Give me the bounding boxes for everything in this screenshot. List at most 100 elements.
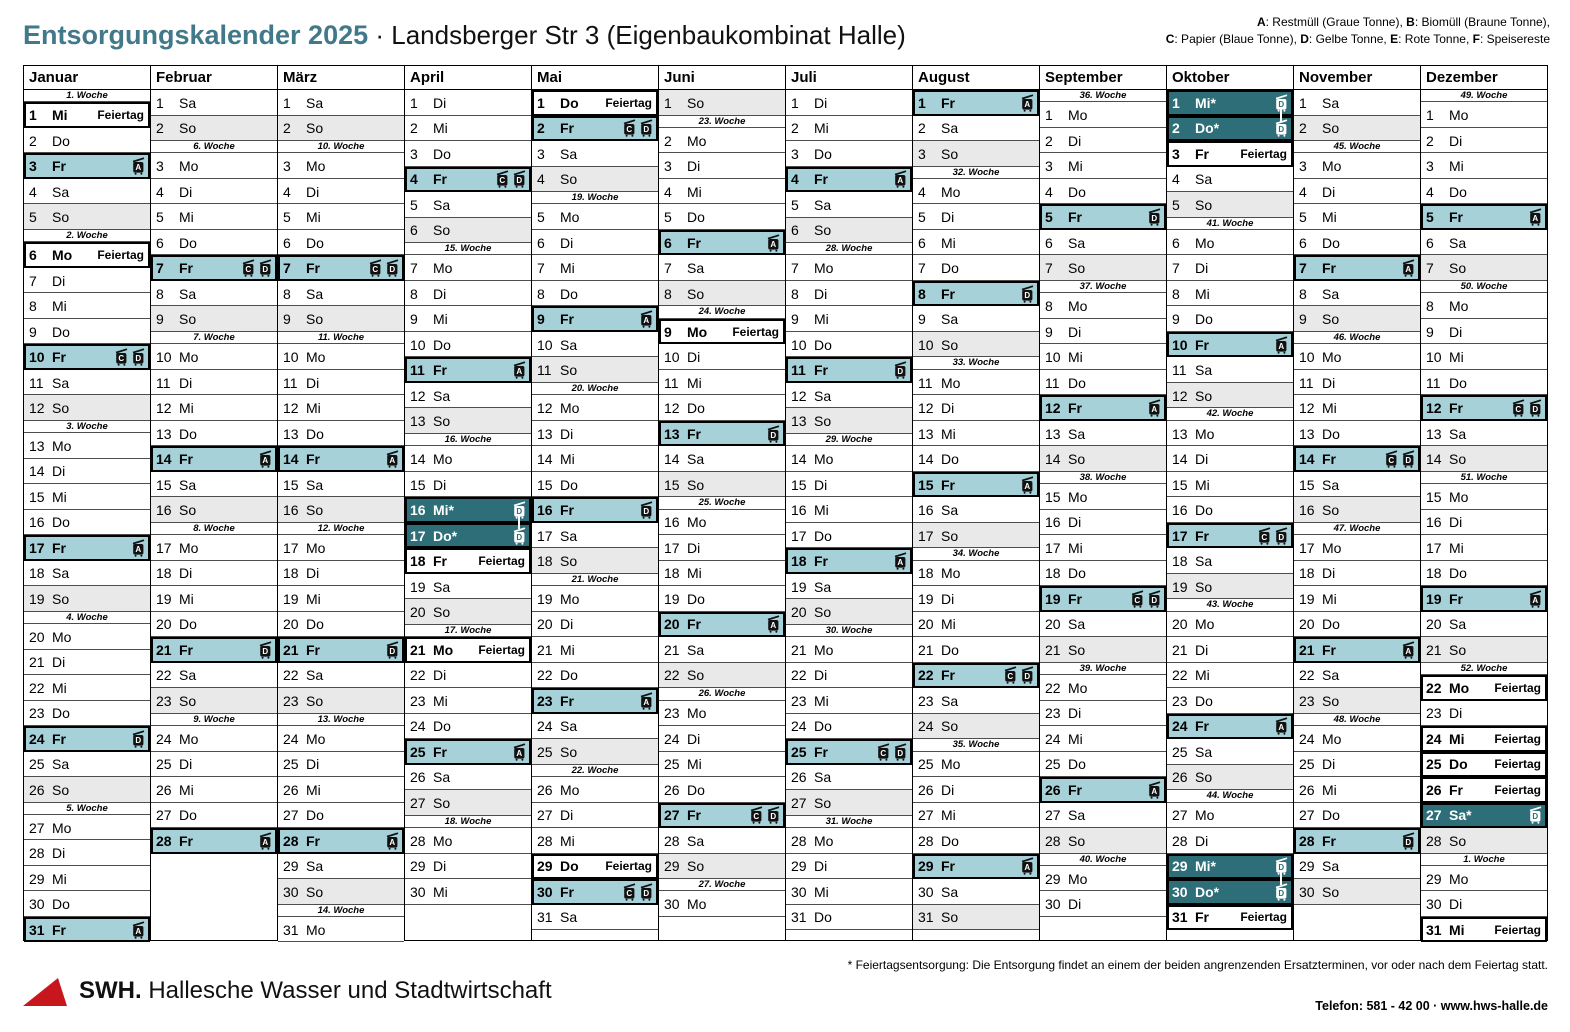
day-row: 20 Mo bbox=[24, 624, 150, 650]
weekday-label: Sa bbox=[687, 641, 705, 658]
weekday-label: Do* bbox=[1195, 120, 1220, 137]
collection-day-row: 15 Fr A bbox=[913, 471, 1039, 498]
day-number: 8 bbox=[410, 285, 418, 302]
day-number: 19 bbox=[156, 590, 172, 607]
weekday-label: So bbox=[52, 590, 70, 607]
waste-bin-icon-D: D bbox=[640, 501, 653, 519]
day-row: 22 Sa bbox=[151, 662, 277, 689]
weekday-label: Sa bbox=[1195, 743, 1213, 760]
day-number: 27 bbox=[791, 794, 807, 811]
weekday-label: Mi bbox=[687, 183, 702, 200]
day-number: 14 bbox=[1045, 451, 1061, 468]
day-number: 11 bbox=[410, 362, 425, 379]
weekday-label: Di bbox=[179, 565, 193, 582]
day-number: 21 bbox=[1172, 641, 1188, 658]
day-number: 10 bbox=[29, 349, 45, 366]
day-row: 7 Di bbox=[24, 267, 150, 294]
weekday-label: Mi bbox=[306, 209, 321, 226]
weekday-label: Do bbox=[687, 781, 705, 798]
collection-day-row: 30 Do* D bbox=[1167, 872, 1293, 905]
weekday-label: Mo bbox=[1195, 425, 1215, 442]
day-number: 16 bbox=[410, 502, 426, 519]
day-number: 15 bbox=[664, 476, 680, 493]
day-row: 19 Sa bbox=[405, 573, 531, 600]
collection-day-row: 8 Fr D bbox=[913, 280, 1039, 307]
weekday-label: Sa bbox=[687, 832, 705, 849]
day-row: 20 Sa bbox=[1421, 611, 1547, 638]
day-row: 16 Di bbox=[1040, 509, 1166, 536]
svg-text:D: D bbox=[1532, 812, 1538, 821]
day-row: 16 Mi bbox=[786, 497, 912, 523]
day-number: 18 bbox=[1426, 565, 1442, 582]
collection-day-row: 14 Fr A bbox=[278, 446, 404, 472]
waste-bin-icon-D: D bbox=[640, 883, 653, 901]
day-number: 11 bbox=[1426, 374, 1441, 391]
weekday-label: So bbox=[52, 400, 70, 417]
day-number: 12 bbox=[156, 400, 172, 417]
day-number: 13 bbox=[156, 425, 172, 442]
day-number: 1 bbox=[918, 94, 926, 111]
day-number: 10 bbox=[283, 349, 299, 366]
day-number: 26 bbox=[664, 781, 680, 798]
waste-bin-icon-D: D bbox=[1275, 94, 1288, 112]
legend: A: Restmüll (Graue Tonne), B: Biomüll (B… bbox=[1166, 14, 1550, 49]
day-number: 21 bbox=[156, 641, 172, 658]
day-number: 25 bbox=[791, 743, 807, 760]
day-number: 17 bbox=[1299, 539, 1315, 556]
svg-text:D: D bbox=[1405, 456, 1411, 465]
weekday-label: Do bbox=[687, 590, 705, 607]
weekday-label: Do bbox=[1449, 183, 1467, 200]
weekday-label: Do bbox=[1449, 756, 1468, 773]
day-row: 8 Di bbox=[405, 280, 531, 307]
weekday-label: Mo bbox=[560, 400, 580, 417]
weekday-label: So bbox=[1322, 692, 1340, 709]
day-row: 26 Sa bbox=[405, 764, 531, 791]
weekday-label: Sa bbox=[814, 578, 832, 595]
day-number: 25 bbox=[918, 756, 934, 773]
svg-text:A: A bbox=[389, 456, 395, 465]
day-row: 25 Mi bbox=[659, 751, 785, 778]
day-number: 11 bbox=[1299, 374, 1314, 391]
weekday-label: Di bbox=[1449, 323, 1463, 340]
day-row: 12 Di bbox=[913, 395, 1039, 421]
day-row: 9 Mi bbox=[405, 306, 531, 332]
day-row: 30 So bbox=[1294, 879, 1420, 905]
day-number: 27 bbox=[29, 819, 45, 836]
weekday-label: Sa bbox=[1068, 425, 1086, 442]
weekday-label: Sa bbox=[1068, 807, 1086, 824]
waste-bin-icon-D: D bbox=[1275, 526, 1288, 545]
day-number: 17 bbox=[410, 527, 426, 544]
day-number: 15 bbox=[791, 476, 807, 493]
holiday-label: Feiertag bbox=[478, 554, 525, 569]
weekday-label: Di bbox=[1322, 565, 1336, 582]
day-row: 6 Do bbox=[151, 229, 277, 256]
waste-bin-icon-C: C bbox=[1004, 666, 1017, 685]
weekday-label: Fr bbox=[433, 362, 447, 379]
day-number: 30 bbox=[410, 883, 426, 900]
collection-day-row: 17 Do* D bbox=[405, 515, 531, 549]
day-row: 26 Di bbox=[913, 777, 1039, 803]
weekday-label: Mi bbox=[52, 870, 67, 887]
day-row: 6 Do bbox=[1294, 229, 1420, 256]
week-label-row: 3. Woche bbox=[24, 420, 150, 434]
bin-icons: A bbox=[385, 450, 404, 468]
day-number: 13 bbox=[283, 425, 299, 442]
weekday-label: Mi bbox=[941, 616, 956, 633]
collection-day-row: 1 Mi* D bbox=[1167, 90, 1293, 116]
day-row: 18 Do bbox=[1421, 560, 1547, 587]
svg-text:C: C bbox=[245, 265, 251, 274]
day-row: 7 So bbox=[1421, 255, 1547, 281]
day-number: 17 bbox=[664, 539, 680, 556]
weekday-label: So bbox=[560, 171, 578, 188]
weekday-label: So bbox=[560, 553, 578, 570]
day-number: 9 bbox=[1426, 323, 1434, 340]
svg-text:A: A bbox=[1532, 596, 1538, 605]
weekday-label: Di bbox=[1449, 896, 1463, 913]
svg-text:A: A bbox=[897, 176, 903, 185]
weekday-label: Mo bbox=[1322, 730, 1342, 747]
day-row: 31 So bbox=[913, 904, 1039, 931]
day-number: 6 bbox=[283, 234, 291, 251]
